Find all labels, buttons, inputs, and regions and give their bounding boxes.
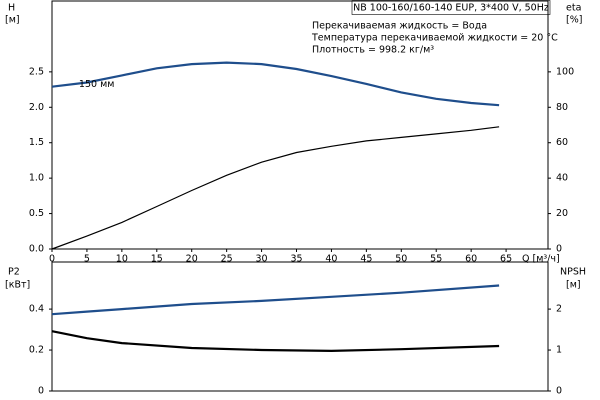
y2-tick-label: 20: [556, 208, 568, 219]
x-tick-label: 45: [360, 254, 372, 265]
y-axis-unit: [кВт]: [5, 280, 30, 291]
curve: [51, 284, 500, 316]
y2-tick-label: 80: [556, 102, 568, 113]
y-tick-label: 0.5: [29, 208, 44, 219]
y2-axis-label: NPSH: [560, 267, 586, 278]
y-tick-label: 1.0: [29, 173, 44, 184]
y2-tick-label: 2: [556, 304, 562, 315]
y-tick-label: 0: [38, 386, 44, 397]
x-tick-label: 30: [256, 254, 268, 265]
x-tick-label: 55: [430, 254, 442, 265]
annotation: Температура перекачиваемой жидкости = 20…: [311, 33, 558, 44]
curve: [51, 61, 500, 107]
y-tick-label: 0.2: [29, 345, 44, 356]
y2-tick-label: 60: [556, 137, 568, 148]
curve: [51, 330, 500, 353]
y2-axis-unit: [м]: [566, 280, 581, 291]
x-tick-label: 15: [151, 254, 163, 265]
y2-tick-label: 100: [556, 66, 574, 77]
y-axis-label: H: [8, 3, 15, 14]
y-tick-label: 0.0: [29, 244, 44, 255]
x-tick-label: 60: [465, 254, 477, 265]
plot-frame: [51, 261, 549, 392]
annotation: Плотность = 998.2 кг/м³: [312, 45, 434, 56]
y2-axis-label: eta: [566, 3, 581, 14]
x-axis-label: Q [м³/ч]: [522, 254, 560, 265]
chart-title: NB 100-160/160-140 EUP, 3*400 V, 50Hz: [353, 3, 549, 14]
y-tick-label: 1.5: [29, 137, 44, 148]
x-tick-label: 50: [395, 254, 407, 265]
plot-frame: [51, 0, 549, 250]
y-axis-label: P2: [8, 267, 20, 278]
x-tick-label: 10: [116, 254, 128, 265]
x-tick-label: 0: [49, 254, 55, 265]
x-tick-label: 25: [221, 254, 233, 265]
x-tick-label: 65: [500, 254, 512, 265]
x-tick-label: 40: [325, 254, 337, 265]
y2-tick-label: 1: [556, 345, 562, 356]
x-tick-label: 5: [84, 254, 90, 265]
y-tick-label: 2.5: [29, 66, 44, 77]
curve: [51, 126, 500, 250]
y-axis-unit: [м]: [5, 15, 20, 26]
y2-tick-label: 0: [556, 386, 562, 397]
x-tick-label: 20: [186, 254, 198, 265]
y2-tick-label: 0: [556, 244, 562, 255]
y2-tick-label: 40: [556, 173, 568, 184]
y-tick-label: 2.0: [29, 102, 44, 113]
y-tick-label: 0.4: [29, 304, 44, 315]
curve-label: 150 мм: [79, 79, 115, 90]
annotation: Перекачиваемая жидкость = Вода: [312, 21, 487, 32]
y2-axis-unit: [%]: [566, 15, 582, 26]
x-tick-label: 35: [290, 254, 302, 265]
